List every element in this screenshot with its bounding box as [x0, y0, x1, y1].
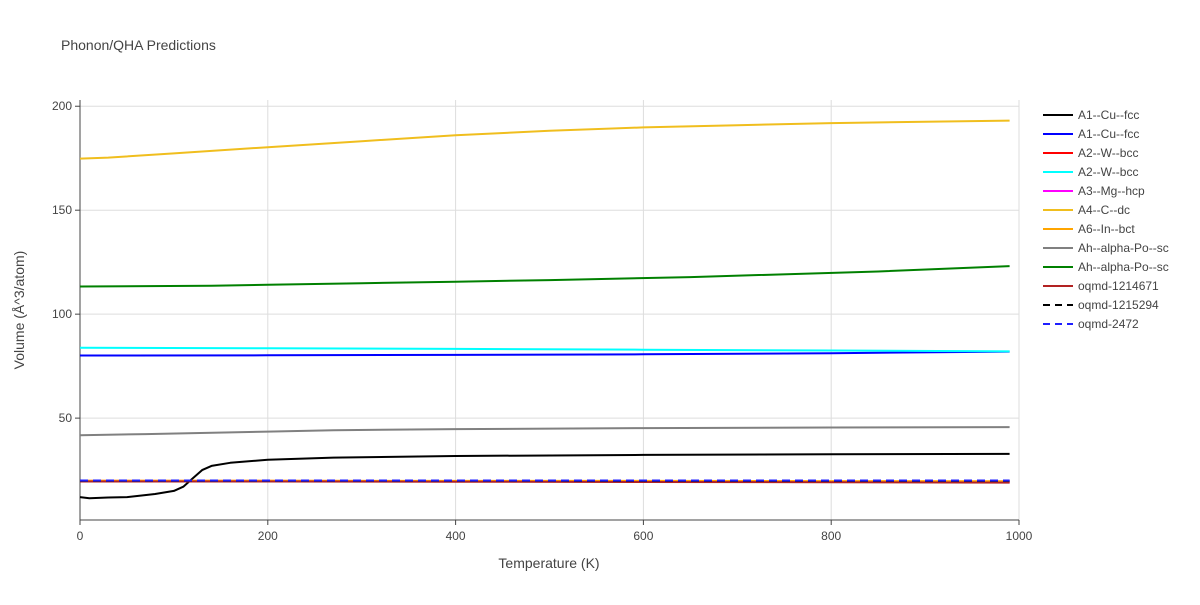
- legend-label: A1--Cu--fcc: [1078, 108, 1139, 122]
- legend-label: Ah--alpha-Po--sc: [1078, 260, 1169, 274]
- x-axis-label: Temperature (K): [498, 555, 599, 571]
- legend-label: A2--W--bcc: [1078, 146, 1138, 160]
- legend-label: oqmd-1214671: [1078, 279, 1159, 293]
- x-tick-label: 800: [821, 529, 841, 543]
- legend-label: A1--Cu--fcc: [1078, 127, 1139, 141]
- series-line-10: [80, 482, 1010, 483]
- x-tick-label: 600: [633, 529, 653, 543]
- x-tick-label: 200: [258, 529, 278, 543]
- x-tick-label: 400: [446, 529, 466, 543]
- y-tick-label: 150: [52, 203, 72, 217]
- legend-label: Ah--alpha-Po--sc: [1078, 241, 1169, 255]
- y-tick-label: 100: [52, 307, 72, 321]
- legend-label: oqmd-2472: [1078, 317, 1139, 331]
- chart-title: Phonon/QHA Predictions: [61, 37, 216, 53]
- legend-label: A3--Mg--hcp: [1078, 184, 1145, 198]
- x-tick-label: 1000: [1006, 529, 1033, 543]
- legend-label: A4--C--dc: [1078, 203, 1130, 217]
- x-tick-label: 0: [77, 529, 84, 543]
- legend-label: A6--In--bct: [1078, 222, 1135, 236]
- legend-label: oqmd-1215294: [1078, 298, 1159, 312]
- legend-label: A2--W--bcc: [1078, 165, 1138, 179]
- y-axis-label: Volume (Å^3/atom): [11, 251, 27, 370]
- y-tick-label: 200: [52, 99, 72, 113]
- y-tick-label: 50: [59, 411, 73, 425]
